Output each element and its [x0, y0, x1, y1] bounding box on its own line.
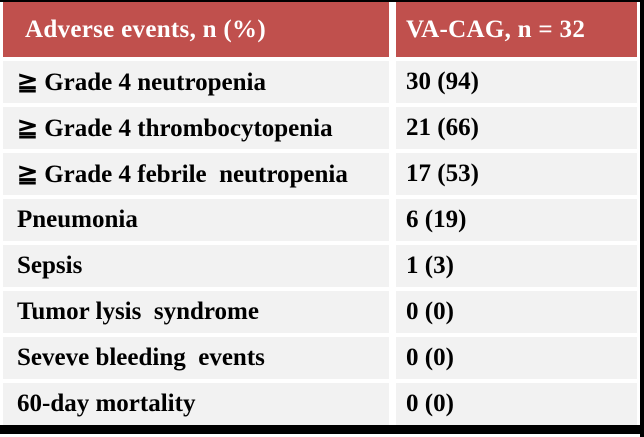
header-cell-va-cag: VA-CAG, n = 32: [396, 2, 637, 57]
table-row-pneumonia: Pneumonia 6 (19): [3, 199, 637, 241]
table-row-severe-bleeding-events: Seveve bleeding events 0 (0): [3, 337, 637, 379]
row-value-cell: 0 (0): [396, 337, 637, 379]
row-value: 21 (66): [406, 114, 479, 141]
row-label: Tumor lysis syndrome: [17, 298, 259, 325]
row-label: Pneumonia: [17, 206, 138, 233]
row-label-cell: Tumor lysis syndrome: [3, 291, 389, 333]
row-value: 0 (0): [406, 298, 454, 325]
row-label-cell: 60-day mortality: [3, 383, 389, 425]
header-label-va-cag: VA-CAG, n = 32: [406, 15, 586, 43]
row-label-cell: Seveve bleeding events: [3, 337, 389, 379]
row-value: 0 (0): [406, 390, 454, 417]
header-label-adverse-events: Adverse events, n (%): [25, 15, 266, 43]
table-row-sepsis: Sepsis 1 (3): [3, 245, 637, 287]
row-label-cell: ≧ Grade 4 neutropenia: [3, 61, 389, 103]
table-row-grade4-neutropenia: ≧ Grade 4 neutropenia 30 (94): [3, 61, 637, 103]
row-label-cell: Pneumonia: [3, 199, 389, 241]
row-value-cell: 0 (0): [396, 291, 637, 333]
row-label: ≧ Grade 4 neutropenia: [17, 69, 266, 96]
row-value: 30 (94): [406, 68, 479, 95]
row-label: Sepsis: [17, 252, 83, 279]
row-label: ≧ Grade 4 febrile neutropenia: [17, 161, 348, 188]
row-value-cell: 0 (0): [396, 383, 637, 425]
row-label: ≧ Grade 4 thrombocytopenia: [17, 115, 333, 142]
table-row-grade4-febrile-neutropenia: ≧ Grade 4 febrile neutropenia 17 (53): [3, 153, 637, 195]
row-label-cell: Sepsis: [3, 245, 389, 287]
table-header-row: Adverse events, n (%) VA-CAG, n = 32: [3, 2, 637, 57]
row-value-cell: 21 (66): [396, 107, 637, 149]
row-value: 6 (19): [406, 206, 467, 233]
row-label-cell: ≧ Grade 4 febrile neutropenia: [3, 153, 389, 195]
row-label: Seveve bleeding events: [17, 344, 265, 371]
row-label: 60-day mortality: [17, 390, 196, 417]
row-value: 0 (0): [406, 344, 454, 371]
header-cell-adverse-events: Adverse events, n (%): [3, 2, 389, 57]
table-bottom-border: [0, 425, 640, 434]
table-row-60-day-mortality: 60-day mortality 0 (0): [3, 383, 637, 425]
row-value-cell: 30 (94): [396, 61, 637, 103]
row-value: 1 (3): [406, 252, 454, 279]
row-label-cell: ≧ Grade 4 thrombocytopenia: [3, 107, 389, 149]
row-value-cell: 6 (19): [396, 199, 637, 241]
row-value: 17 (53): [406, 160, 479, 187]
table-row-tumor-lysis-syndrome: Tumor lysis syndrome 0 (0): [3, 291, 637, 333]
table-row-grade4-thrombocytopenia: ≧ Grade 4 thrombocytopenia 21 (66): [3, 107, 637, 149]
row-value-cell: 1 (3): [396, 245, 637, 287]
row-value-cell: 17 (53): [396, 153, 637, 195]
